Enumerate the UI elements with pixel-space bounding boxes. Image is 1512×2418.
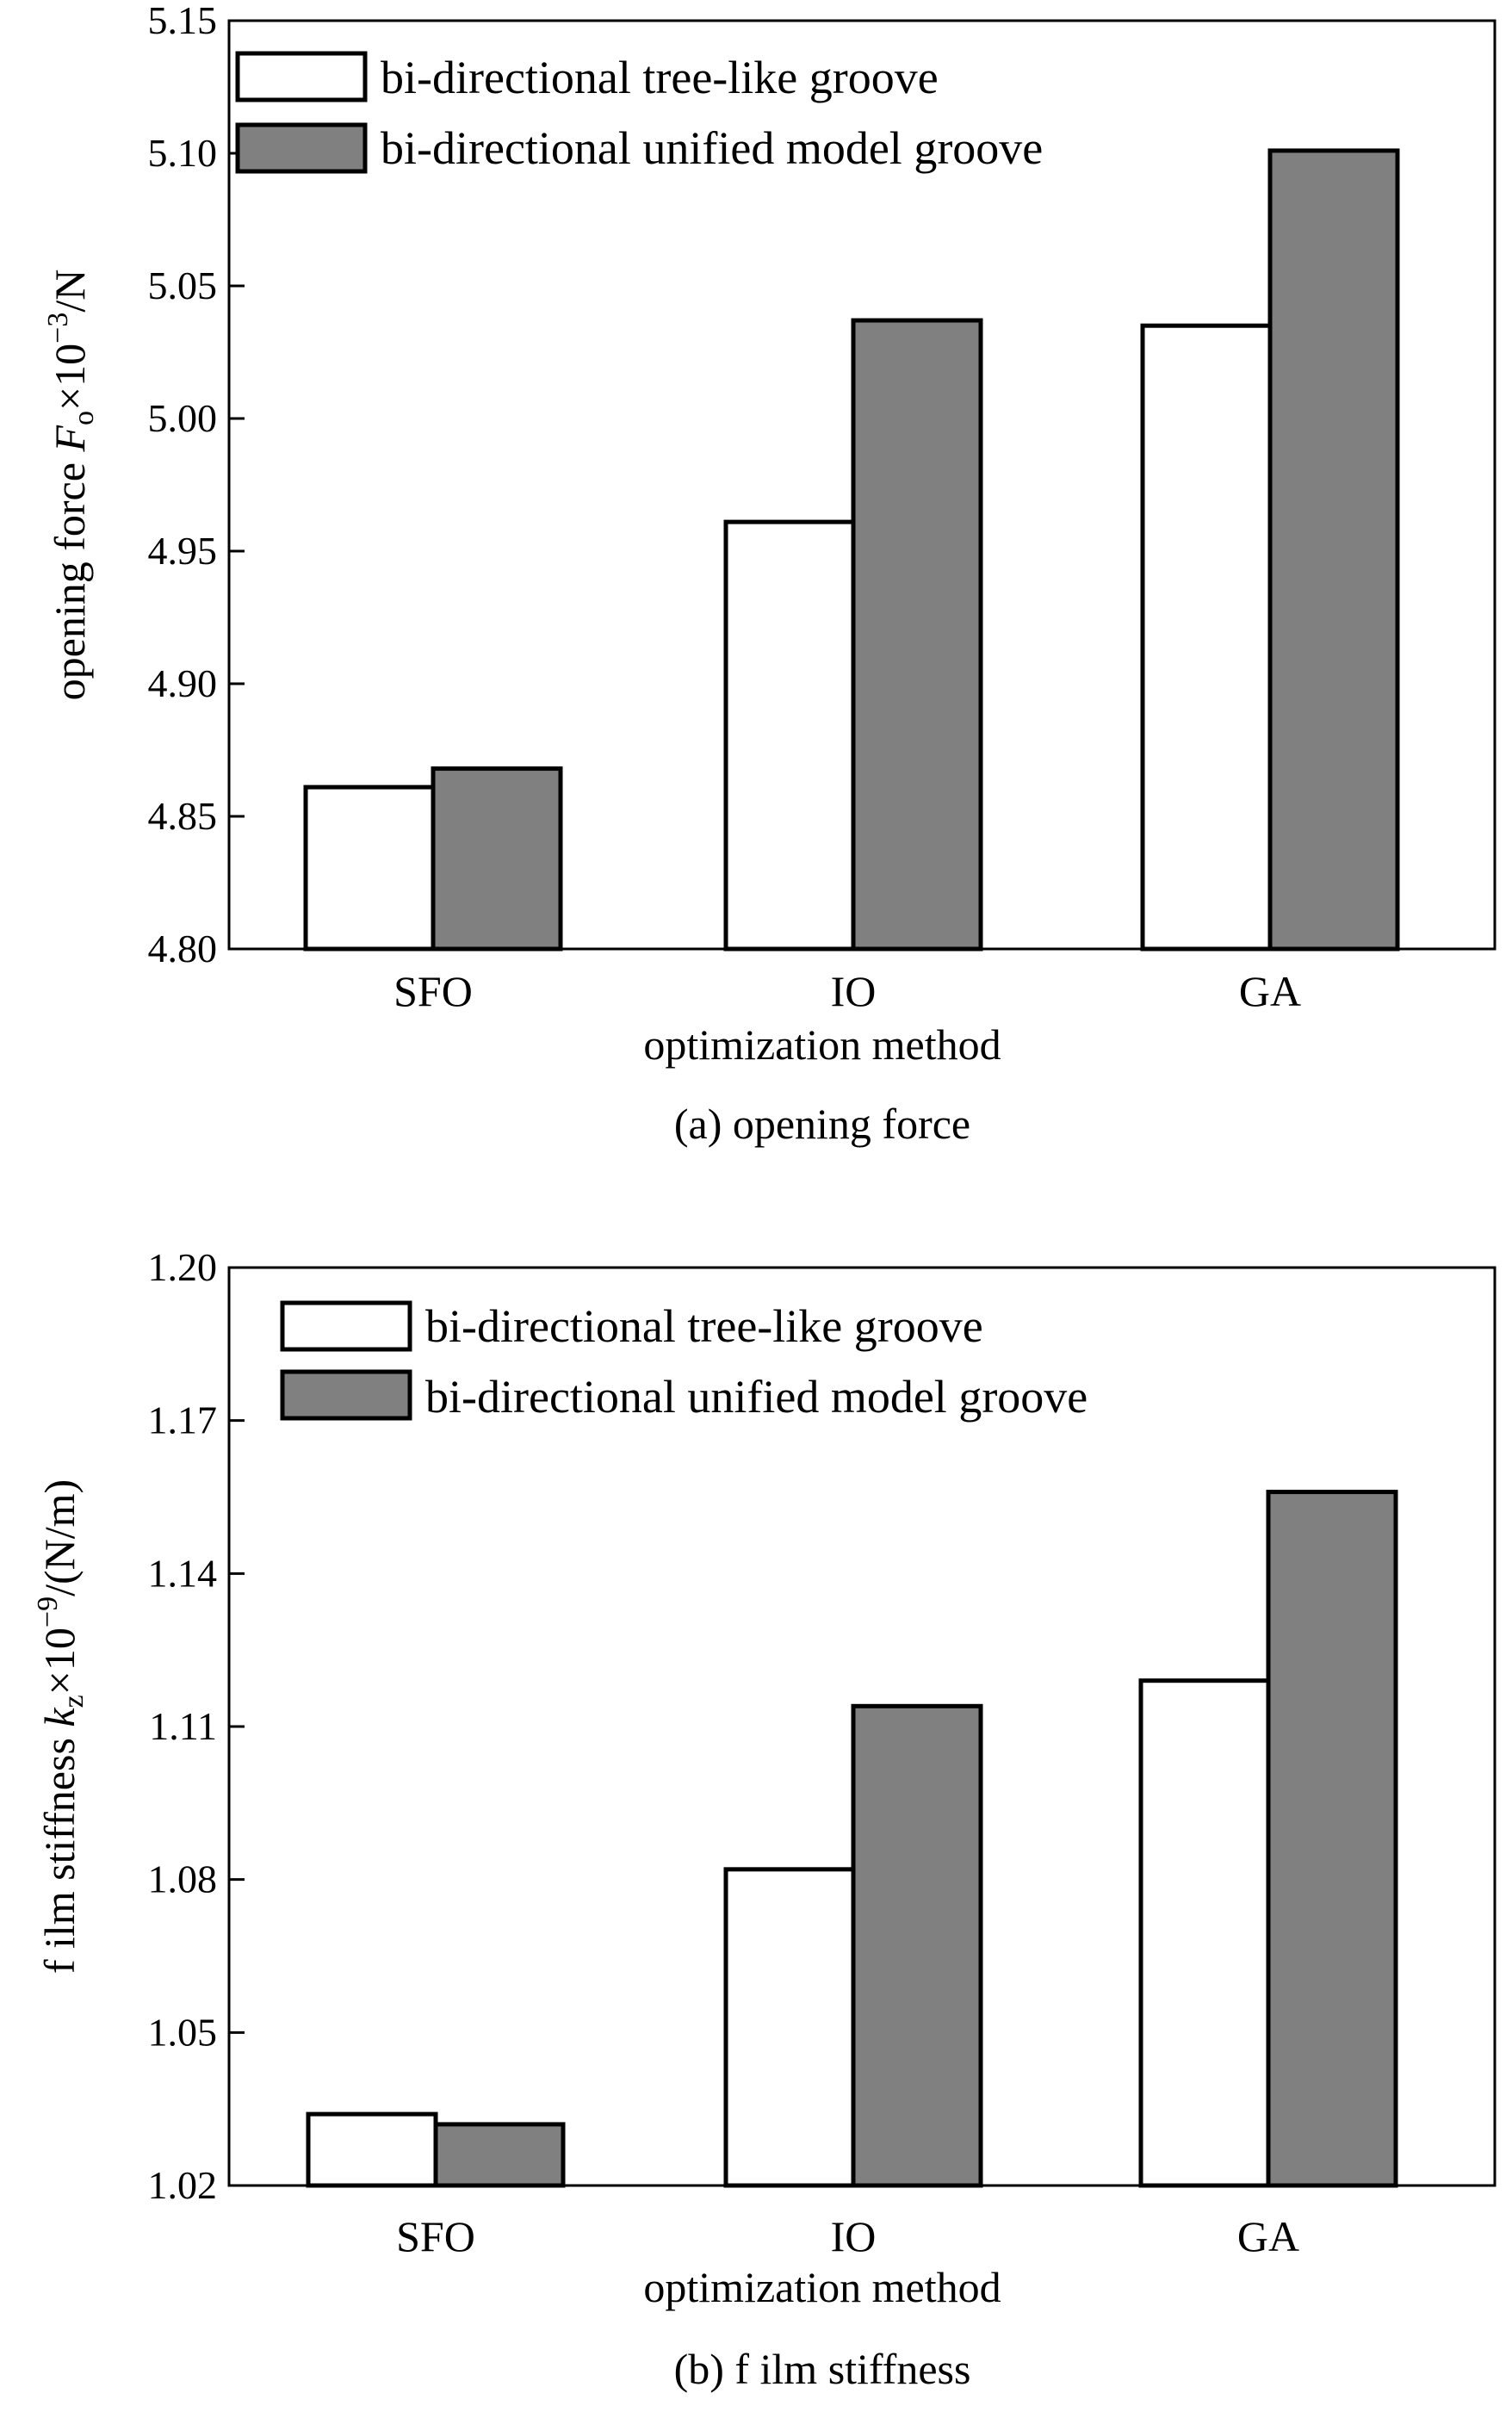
- y-tick-label: 4.95: [148, 529, 218, 573]
- panel-caption: (b) f ilm stiffness: [674, 2345, 971, 2393]
- legend-label-unified: bi-directional unified model groove: [381, 122, 1043, 174]
- plot-frame: [227, 19, 1497, 951]
- y-tick-label: 5.05: [148, 264, 218, 307]
- y-axis-title-symbol: k: [35, 1708, 84, 1727]
- y-tick-label: 4.90: [148, 661, 218, 705]
- legend-swatch-tree-like: [280, 1300, 412, 1352]
- y-tick-label: 5.10: [148, 131, 218, 175]
- y-tick-label: 1.20: [148, 1245, 218, 1289]
- bar-tree-like-ga: [1140, 323, 1273, 952]
- legend-label-tree-like: bi-directional tree-like groove: [425, 1300, 983, 1352]
- y-ticks: [229, 1266, 245, 2187]
- legend-label-unified: bi-directional unified model groove: [425, 1371, 1088, 1423]
- y-axis-title-exponent: −9: [32, 1596, 64, 1628]
- x-category-label: SFO: [393, 967, 473, 1015]
- plot-frame: [227, 1266, 1497, 2187]
- y-axis-title-symbol: F: [46, 425, 94, 453]
- x-category-label: IO: [831, 967, 877, 1015]
- panel-opening-force: 4.80 4.85 4.90 4.95 5.00 5.05 5.10 5.15 SFO IO GA…: [42, 0, 1497, 1148]
- x-category-labels: SFO IO GA: [393, 967, 1301, 1015]
- bars: [306, 1490, 1398, 2188]
- y-tick-label: 1.05: [148, 2010, 218, 2054]
- y-tick-labels: 4.80 4.85 4.90 4.95 5.00 5.05 5.10 5.15: [148, 0, 218, 970]
- bar-tree-like-sfo: [303, 784, 436, 952]
- bar-tree-like-sfo: [306, 2111, 438, 2188]
- x-category-label: SFO: [396, 2212, 475, 2260]
- y-axis-title-times: ×10: [35, 1628, 84, 1695]
- y-axis-title-exponent: −3: [42, 313, 74, 344]
- bar-unified-io: [851, 1703, 983, 2188]
- y-ticks: [229, 19, 245, 951]
- panel-caption: (a) opening force: [674, 1100, 970, 1148]
- bar-unified-ga: [1267, 148, 1400, 952]
- x-category-labels: SFO IO GA: [396, 2212, 1299, 2260]
- y-tick-label: 4.85: [148, 794, 218, 838]
- x-axis-title: optimization method: [643, 1020, 1001, 1069]
- bar-unified-ga: [1266, 1490, 1398, 2188]
- panel-film-stiffness: 1.02 1.05 1.08 1.11 1.14 1.17 1.20 SFO IO GA bi-…: [32, 1245, 1497, 2393]
- legend-swatch-tree-like: [235, 51, 368, 102]
- y-tick-label: 1.14: [148, 1551, 218, 1595]
- bar-tree-like-io: [723, 1867, 856, 2188]
- legend: bi-directional tree-like groove bi-direc…: [235, 51, 1043, 174]
- y-axis-title-prefix: opening force: [46, 452, 94, 701]
- bar-unified-sfo: [433, 2122, 566, 2188]
- bar-tree-like-io: [723, 519, 856, 952]
- y-axis-title-unit: /(N/m): [35, 1479, 84, 1596]
- x-category-label: IO: [831, 2212, 877, 2260]
- y-axis-title-subscript: o: [68, 411, 100, 425]
- y-axis-title-subscript: z: [58, 1695, 90, 1708]
- bars: [303, 148, 1400, 952]
- y-axis-title-prefix: f ilm stiffness: [35, 1727, 84, 1975]
- y-tick-label: 4.80: [148, 927, 218, 970]
- y-tick-label: 1.02: [148, 2163, 218, 2207]
- bar-unified-sfo: [431, 766, 563, 952]
- y-axis-title-unit: /N: [46, 270, 94, 313]
- x-category-label: GA: [1239, 967, 1301, 1015]
- bar-tree-like-ga: [1138, 1678, 1271, 2188]
- y-tick-label: 1.11: [149, 1704, 217, 1748]
- y-tick-labels: 1.02 1.05 1.08 1.11 1.14 1.17 1.20: [148, 1245, 218, 2207]
- y-tick-label: 5.00: [148, 396, 218, 440]
- y-tick-label: 1.08: [148, 1857, 218, 1901]
- x-axis-title: optimization method: [643, 2263, 1001, 2311]
- legend-label-tree-like: bi-directional tree-like groove: [381, 52, 939, 103]
- y-tick-label: 5.15: [148, 0, 218, 42]
- y-axis-title: f ilm stiffness kz×10−9/(N/m): [32, 1479, 90, 1974]
- legend: bi-directional tree-like groove bi-direc…: [280, 1300, 1088, 1423]
- y-tick-label: 1.17: [148, 1398, 218, 1442]
- legend-swatch-unified: [235, 122, 368, 174]
- legend-swatch-unified: [280, 1369, 412, 1421]
- y-axis-title: opening force Fo×10−3/N: [42, 270, 100, 701]
- x-category-label: GA: [1237, 2212, 1299, 2260]
- bar-unified-io: [851, 318, 983, 952]
- y-axis-title-times: ×10: [46, 344, 94, 411]
